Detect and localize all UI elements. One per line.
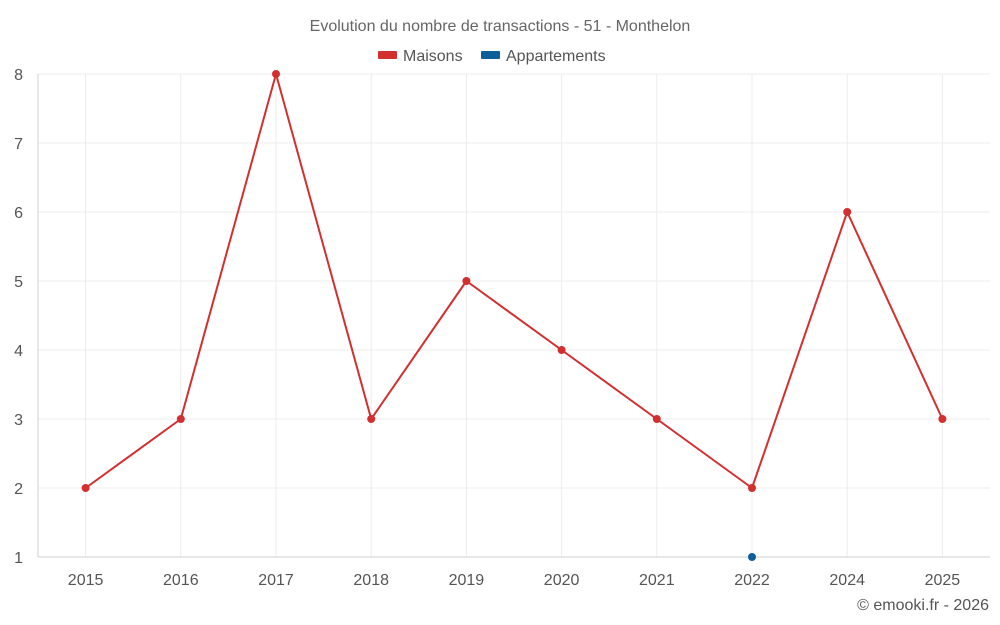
legend-item-maisons[interactable]: Maisons <box>378 48 463 65</box>
data-point-maisons[interactable] <box>462 277 471 285</box>
data-point-maisons[interactable] <box>81 484 90 492</box>
data-point-appartements[interactable] <box>748 553 756 561</box>
legend[interactable]: Maisons Appartements <box>378 48 606 65</box>
legend-swatch-maisons <box>378 51 397 59</box>
y-tick-label: 5 <box>14 274 23 291</box>
y-tick-label: 3 <box>14 412 23 429</box>
data-point-maisons[interactable] <box>748 484 756 492</box>
data-point-maisons[interactable] <box>367 415 376 423</box>
legend-label-appartements: Appartements <box>506 48 606 65</box>
legend-label-maisons: Maisons <box>403 48 463 65</box>
series-appartements <box>748 553 756 561</box>
series-maisons <box>81 70 947 492</box>
x-tick-label: 2020 <box>544 572 580 589</box>
series <box>81 70 947 561</box>
x-tick-label: 2022 <box>734 572 770 589</box>
grid <box>38 73 990 557</box>
y-tick-label: 4 <box>14 343 23 360</box>
x-tick-label: 2017 <box>258 572 294 589</box>
x-tick-label: 2025 <box>925 572 961 589</box>
x-tick-label: 2019 <box>449 572 485 589</box>
data-point-maisons[interactable] <box>938 415 947 423</box>
x-tick-label: 2015 <box>68 572 104 589</box>
x-tick-label: 2016 <box>163 572 199 589</box>
x-tick-label: 2024 <box>829 572 865 589</box>
y-tick-label: 1 <box>14 550 23 567</box>
data-point-maisons[interactable] <box>843 208 852 216</box>
y-tick-label: 6 <box>14 205 23 222</box>
x-tick-label: 2018 <box>353 572 389 589</box>
data-point-maisons[interactable] <box>652 415 661 423</box>
y-tick-label: 8 <box>14 67 23 84</box>
x-tick-labels: 2015 2016 2017 2018 2019 2020 2021 2022 2024 2025 <box>68 572 960 589</box>
chart-title: Evolution du nombre de transactions - 51… <box>310 18 691 35</box>
credit-text: © emooki.fr - 2026 <box>857 597 989 614</box>
data-point-maisons[interactable] <box>176 415 185 423</box>
y-tick-labels: 1 2 3 4 5 6 7 8 <box>14 67 23 567</box>
series-line-maisons <box>85 73 944 489</box>
legend-item-appartements[interactable]: Appartements <box>481 48 606 65</box>
legend-swatch-appartements <box>481 51 500 59</box>
y-tick-label: 7 <box>14 136 23 153</box>
data-point-maisons[interactable] <box>272 70 280 78</box>
data-point-maisons[interactable] <box>557 346 566 354</box>
x-tick-label: 2021 <box>639 572 675 589</box>
y-tick-label: 2 <box>14 481 23 498</box>
axes <box>37 74 990 558</box>
